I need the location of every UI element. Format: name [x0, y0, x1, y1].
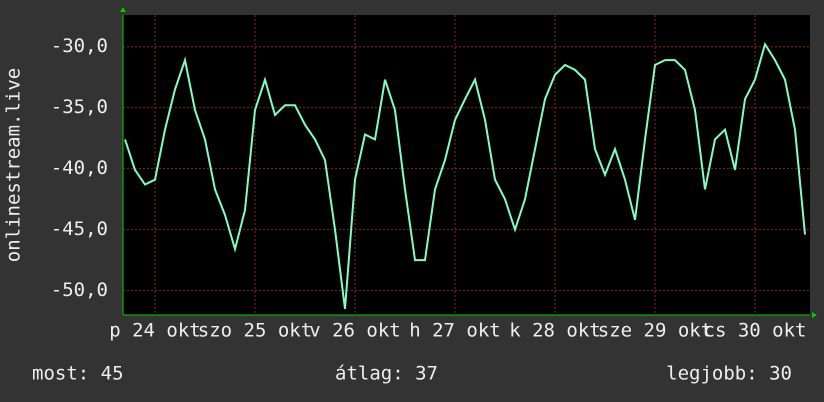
y-tick-label: -30,0 [51, 35, 108, 57]
x-tick-label: k 28 okt [509, 320, 601, 342]
footer-average: átlag: 37 [335, 363, 438, 385]
y-axis-arrow [120, 7, 126, 12]
x-tick-label: szo 25 okt [198, 320, 312, 342]
x-tick-label: v 26 okt [309, 320, 401, 342]
data-line [124, 41, 806, 310]
footer-current: most: 45 [32, 363, 124, 385]
y-tick-label: -35,0 [51, 96, 108, 118]
x-tick-label: cs 30 okt [704, 320, 807, 342]
x-tick-label: h 27 okt [409, 320, 501, 342]
plot-area [123, 15, 810, 315]
x-tick-label: p 24 okt [109, 320, 201, 342]
y-tick-label: -50,0 [51, 279, 108, 301]
y-axis-label: onlinestream.live [3, 68, 25, 262]
y-tick-label: -45,0 [51, 218, 108, 240]
x-axis-arrow [812, 312, 817, 318]
footer-max: legjobb: 30 [666, 363, 792, 385]
x-tick-label: sze 29 okt [598, 320, 712, 342]
y-tick-label: -40,0 [51, 157, 108, 179]
